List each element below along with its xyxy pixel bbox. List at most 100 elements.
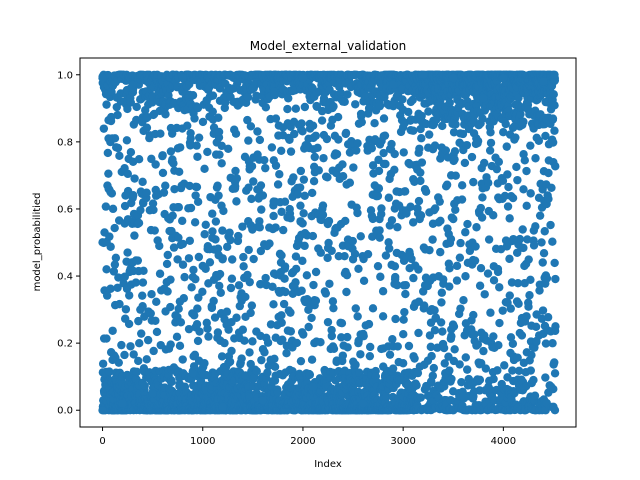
scatter-point bbox=[535, 286, 544, 295]
x-axis-ticks: 0 1000 2000 3000 4000 bbox=[99, 427, 516, 447]
scatter-point bbox=[518, 225, 527, 234]
scatter-point bbox=[213, 181, 222, 190]
scatter-point bbox=[387, 216, 397, 225]
scatter-point bbox=[134, 316, 143, 326]
scatter-point bbox=[298, 127, 307, 136]
scatter-point bbox=[284, 94, 293, 103]
scatter-point bbox=[373, 261, 383, 271]
scatter-point bbox=[166, 340, 175, 349]
scatter-point bbox=[161, 110, 170, 119]
scatter-point bbox=[296, 166, 306, 176]
scatter-point bbox=[547, 183, 556, 192]
scatter-point bbox=[327, 246, 336, 255]
scatter-point bbox=[186, 203, 196, 213]
scatter-point bbox=[243, 115, 252, 125]
scatter-point bbox=[155, 269, 165, 278]
scatter-point bbox=[526, 275, 535, 284]
scatter-point bbox=[149, 346, 158, 356]
scatter-point bbox=[106, 284, 115, 293]
scatter-point bbox=[388, 80, 398, 90]
scatter-point bbox=[430, 141, 440, 150]
scatter-point bbox=[498, 176, 508, 186]
scatter-point bbox=[201, 220, 210, 229]
scatter-point bbox=[368, 304, 378, 313]
scatter-point bbox=[408, 218, 418, 227]
scatter-point bbox=[203, 147, 212, 157]
scatter-point bbox=[451, 171, 460, 180]
scatter-point bbox=[149, 205, 158, 215]
scatter-point bbox=[123, 104, 132, 114]
scatter-point bbox=[121, 305, 131, 314]
scatter-point bbox=[381, 392, 391, 401]
scatter-point bbox=[325, 279, 334, 288]
scatter-point bbox=[225, 228, 234, 237]
scatter-point bbox=[133, 256, 143, 265]
scatter-point bbox=[238, 222, 247, 231]
scatter-point bbox=[477, 213, 487, 222]
scatter-point bbox=[399, 148, 408, 157]
scatter-point bbox=[408, 126, 418, 135]
scatter-point bbox=[436, 216, 445, 225]
scatter-point bbox=[352, 146, 361, 155]
scatter-point bbox=[124, 319, 134, 329]
scatter-point bbox=[445, 264, 454, 273]
scatter-point bbox=[445, 98, 454, 107]
scatter-point bbox=[187, 283, 196, 292]
scatter-point bbox=[461, 272, 470, 281]
scatter-point bbox=[200, 359, 209, 368]
scatter-point bbox=[337, 319, 347, 328]
scatter-point bbox=[186, 134, 195, 143]
scatter-point bbox=[425, 331, 435, 340]
scatter-point bbox=[234, 231, 243, 241]
x-tick-label: 2000 bbox=[290, 436, 315, 447]
scatter-point bbox=[311, 296, 321, 305]
scatter-point bbox=[342, 270, 352, 280]
scatter-point bbox=[282, 349, 291, 358]
scatter-point bbox=[365, 342, 375, 352]
scatter-point bbox=[225, 357, 235, 366]
scatter-point bbox=[241, 292, 250, 302]
scatter-point bbox=[279, 225, 288, 235]
scatter-point bbox=[424, 107, 433, 116]
scatter-point bbox=[277, 251, 286, 260]
scatter-point bbox=[239, 252, 248, 262]
scatter-point bbox=[286, 327, 296, 336]
scatter-point bbox=[530, 391, 540, 400]
scatter-point bbox=[407, 254, 416, 264]
scatter-point bbox=[380, 131, 390, 140]
scatter-point bbox=[316, 338, 325, 347]
scatter-point bbox=[498, 306, 507, 315]
scatter-point bbox=[134, 218, 144, 228]
scatter-point bbox=[300, 191, 309, 200]
scatter-point bbox=[304, 322, 313, 332]
scatter-point bbox=[261, 163, 270, 173]
scatter-point bbox=[226, 283, 236, 293]
scatter-point bbox=[198, 261, 207, 271]
y-tick-label: 0.6 bbox=[57, 204, 73, 215]
scatter-point bbox=[248, 83, 258, 93]
scatter-point bbox=[270, 354, 279, 363]
scatter-point bbox=[375, 101, 385, 111]
scatter-point bbox=[379, 114, 389, 123]
scatter-point bbox=[441, 146, 451, 155]
scatter-point bbox=[161, 181, 170, 190]
scatter-point bbox=[252, 367, 261, 376]
scatter-point bbox=[391, 314, 400, 324]
scatter-point bbox=[327, 325, 336, 335]
scatter-point bbox=[178, 239, 188, 249]
scatter-point bbox=[329, 102, 338, 111]
scatter-point bbox=[194, 133, 204, 142]
scatter-point bbox=[343, 343, 352, 352]
scatter-point bbox=[478, 193, 487, 202]
scatter-point bbox=[138, 278, 148, 287]
scatter-point bbox=[519, 243, 528, 253]
scatter-point bbox=[280, 274, 289, 283]
scatter-point bbox=[549, 90, 558, 99]
scatter-point bbox=[313, 143, 322, 153]
scatter-point bbox=[449, 128, 459, 137]
scatter-point bbox=[209, 296, 218, 306]
scatter-point bbox=[442, 180, 452, 189]
scatter-point bbox=[151, 316, 160, 325]
scatter-point bbox=[338, 351, 348, 360]
scatter-point bbox=[494, 340, 503, 350]
